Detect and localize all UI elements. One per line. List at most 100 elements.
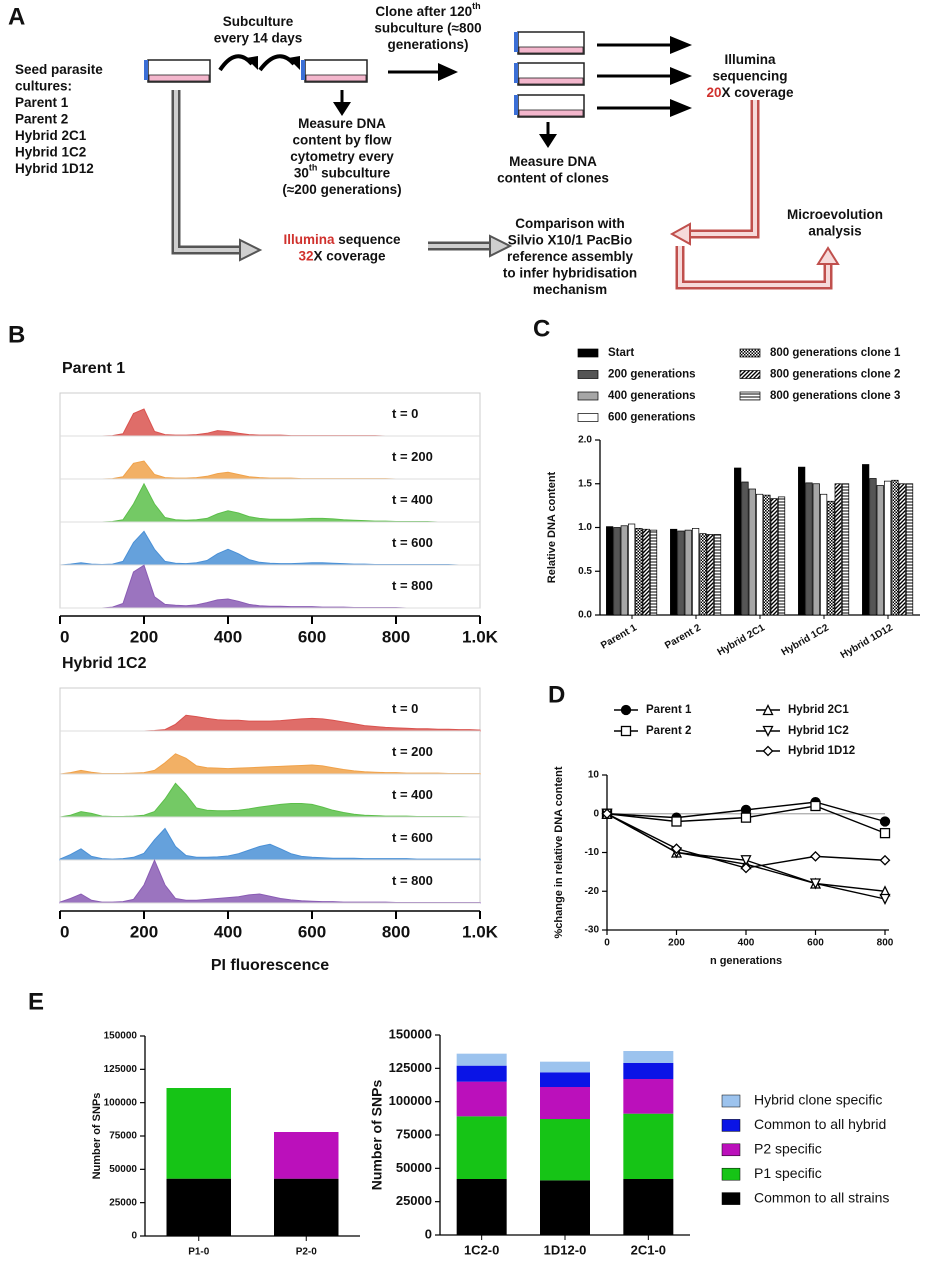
bar [734, 467, 742, 616]
y-axis-label: Number of SNPs [369, 1080, 385, 1191]
diagram-text-part: every 14 days [214, 30, 303, 45]
bar [819, 493, 828, 616]
marker [879, 816, 891, 827]
bar [755, 493, 764, 616]
diagram-shapes [144, 31, 840, 290]
legend-label: Hybrid 2C1 [788, 704, 849, 716]
diagram-text-part: Seed parasite [15, 62, 103, 77]
x-tick-label: Hybrid 1C2 [780, 622, 832, 658]
legend-swatch [739, 391, 761, 401]
ridge-label: t = 400 [392, 787, 433, 802]
bar-segment [623, 1079, 674, 1114]
marker [762, 745, 774, 757]
y-tick-label: 1.5 [578, 478, 592, 489]
diagram-text-part: 32 [298, 248, 313, 263]
x-axis-label: PI fluorescence [211, 957, 329, 974]
ridge-label: t = 400 [392, 492, 433, 507]
x-tick-label: 800 [382, 627, 410, 646]
x-tick-label: 400 [214, 627, 242, 646]
bar-segment [623, 1063, 674, 1079]
x-tick-label: 400 [738, 938, 755, 949]
ridge-label: t = 0 [392, 406, 418, 421]
hollow-arrow [669, 100, 760, 246]
diagram-text-part: Subculture [223, 14, 294, 29]
legend-label: P2 specific [754, 1141, 822, 1157]
bar [827, 500, 835, 616]
ridge-label: t = 600 [392, 830, 433, 845]
bar-segment [456, 1116, 507, 1179]
diagram-text: content of clones [497, 170, 609, 185]
diagram-text: (≈200 generations) [282, 182, 401, 197]
legend-swatch [577, 391, 599, 401]
panel-label: A [8, 3, 25, 30]
legend-label: Common to all hybrid [754, 1116, 886, 1132]
bar [699, 533, 707, 616]
ridge-label: t = 200 [392, 449, 433, 464]
bar-segment [623, 1113, 674, 1179]
legend-label: Parent 2 [646, 725, 691, 737]
y-tick-label: 25000 [109, 1197, 137, 1208]
x-tick-label: 600 [298, 627, 326, 646]
bar [876, 485, 884, 616]
y-tick-label: 75000 [109, 1131, 137, 1142]
panel-label: B [8, 321, 25, 348]
x-tick-label: 800 [382, 922, 410, 941]
diagram-text: Hybrid 2C1 [15, 128, 87, 143]
legend-label: P1 specific [754, 1165, 822, 1181]
bar [748, 488, 756, 616]
x-tick-label: Parent 1 [599, 622, 639, 651]
y-tick-label: -10 [585, 847, 600, 858]
diagram-text-part: Hybrid 2C1 [15, 128, 87, 143]
x-tick-label: Parent 2 [663, 622, 703, 651]
arrow-head [288, 56, 300, 70]
diagram-text-part: Silvio X10/1 PacBio [508, 232, 633, 247]
diagram-text-part: Parent 1 [15, 95, 69, 110]
bar [713, 534, 722, 616]
x-tick-label: 200 [130, 922, 158, 941]
diagram-text-part: Parent 2 [15, 111, 68, 126]
x-tick-label: 600 [807, 938, 824, 949]
flask [144, 59, 211, 83]
legend-swatch [721, 1094, 741, 1108]
legend-label: 400 generations [608, 390, 696, 402]
legend-swatch [577, 348, 599, 358]
diagram-text-part: mechanism [533, 282, 607, 297]
arrow-head [670, 36, 692, 54]
ridge-label: t = 0 [392, 701, 418, 716]
diagram-text-part: Clone after 120 [375, 4, 472, 19]
arrow-head [333, 102, 351, 116]
diagram-text-part: generations) [387, 37, 468, 52]
diagram-text-part: Hybrid 1C2 [15, 144, 86, 159]
y-tick-label: 50000 [109, 1164, 137, 1175]
bar [834, 483, 842, 616]
diagram-text-part: Illumina [724, 52, 775, 67]
x-tick-label: 2C1-0 [631, 1242, 666, 1257]
legend-label: 200 generations [608, 369, 696, 381]
marker [810, 850, 821, 862]
diagram-text-part: subculture [317, 165, 390, 180]
x-tick-label: 0 [60, 922, 69, 941]
diagram-text-part: Hybrid 1D12 [15, 161, 94, 176]
diagram-text: Measure DNA [298, 116, 386, 131]
legend-label: Common to all strains [754, 1189, 889, 1205]
y-tick-label: 10 [588, 770, 600, 781]
diagram-text: mechanism [533, 282, 607, 297]
bar [642, 528, 650, 616]
bar-segment [540, 1072, 590, 1087]
ridge-label: t = 200 [392, 744, 433, 759]
marker [879, 854, 891, 866]
legend-swatch [739, 370, 761, 379]
bar [798, 466, 806, 616]
y-axis-label: Relative DNA content [546, 471, 558, 583]
bar [770, 498, 778, 616]
diagram-text: Hybrid 1D12 [15, 161, 94, 176]
bar [891, 479, 899, 616]
bar [905, 483, 914, 616]
y-tick-label: 25000 [396, 1193, 432, 1208]
x-tick-label: 1.0K [462, 922, 499, 941]
diagram-text: Illumina [724, 52, 775, 67]
diagram-text: 20X coverage [706, 85, 794, 100]
y-axis-label: Number of SNPs [91, 1093, 103, 1180]
y-tick-label: 125000 [389, 1060, 432, 1075]
diagram-text: analysis [808, 223, 861, 238]
